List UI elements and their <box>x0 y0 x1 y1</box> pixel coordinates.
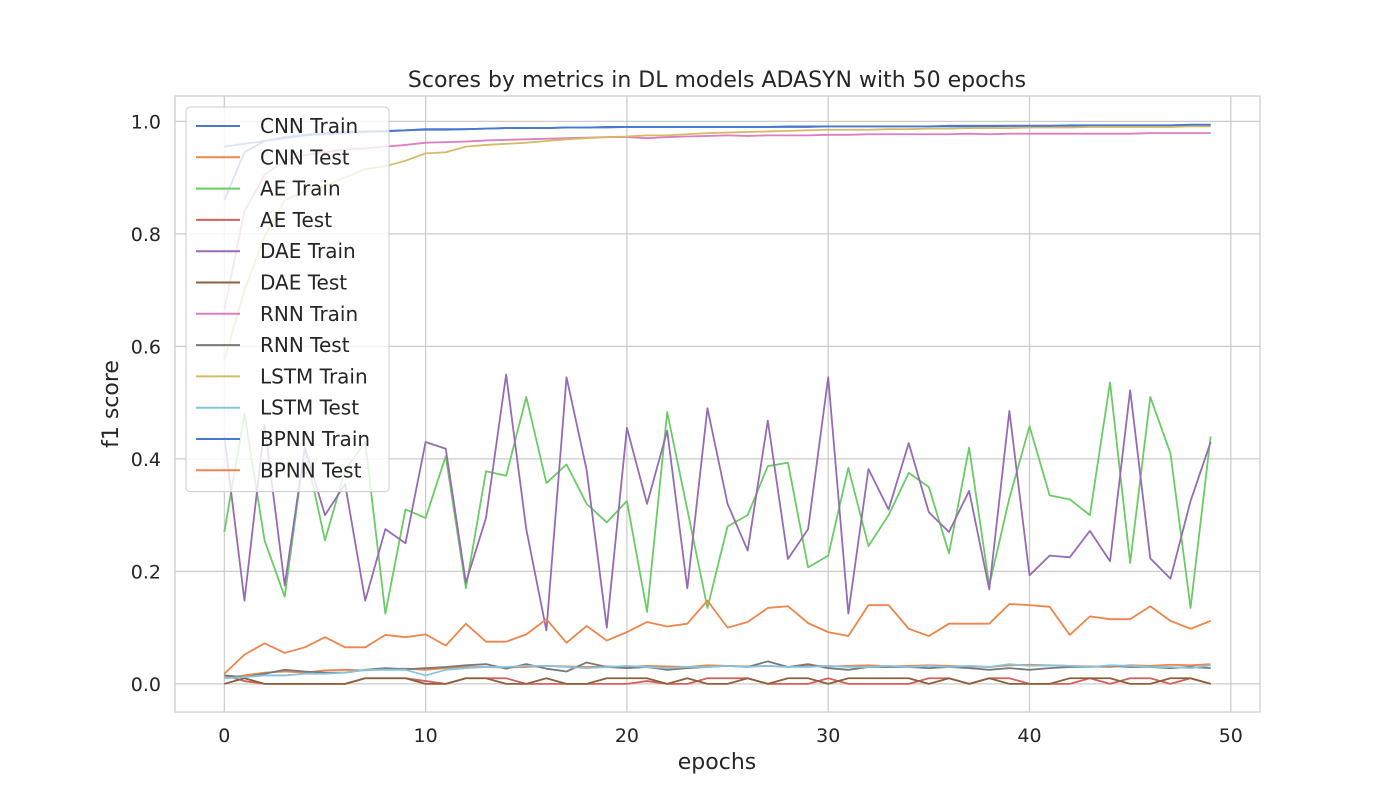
x-tick-label: 10 <box>414 725 438 747</box>
y-tick-label: 0.8 <box>131 224 161 246</box>
legend-label-rnn-test: RNN Test <box>260 333 350 357</box>
legend-label-bpnn-train: BPNN Train <box>260 427 370 451</box>
x-tick-label: 50 <box>1219 725 1243 747</box>
series-line-bpnn-test <box>223 599 1212 675</box>
x-axis-label: epochs <box>678 750 756 775</box>
x-tick-label: 40 <box>1017 725 1041 747</box>
legend-label-lstm-train: LSTM Train <box>260 364 368 388</box>
chart-title: Scores by metrics in DL models ADASYN wi… <box>408 68 1026 93</box>
legend-label-lstm-test: LSTM Test <box>260 396 359 420</box>
legend-box <box>185 106 390 493</box>
legend-label-dae-train: DAE Train <box>260 239 356 263</box>
legend-label-cnn-test: CNN Test <box>260 145 350 169</box>
legend: CNN Train CNN Test AE Train AE Test DAE Trai… <box>185 106 390 493</box>
x-tick-label: 20 <box>615 725 639 747</box>
y-axis-label: f1 score <box>99 360 124 448</box>
y-tick-label: 1.0 <box>131 111 161 133</box>
series-line-dae-test <box>224 677 1211 685</box>
y-tick-label: 0.2 <box>131 561 161 583</box>
legend-label-ae-test: AE Test <box>260 208 332 232</box>
series-line-dae-train <box>223 373 1212 632</box>
x-tick-label: 0 <box>218 725 230 747</box>
legend-label-rnn-train: RNN Train <box>260 302 358 326</box>
x-tick-label: 30 <box>816 725 840 747</box>
series-line-ae-train <box>223 381 1212 615</box>
legend-label-ae-train: AE Train <box>260 177 341 201</box>
y-tick-label: 0.4 <box>131 449 161 471</box>
legend-label-bpnn-test: BPNN Test <box>260 458 362 482</box>
tick-labels: 0 10 20 30 40 50 0.0 0.2 0.4 0.6 0.8 1.0 <box>131 111 1243 747</box>
legend-label-cnn-train: CNN Train <box>260 114 358 138</box>
y-tick-label: 0.6 <box>131 336 161 358</box>
y-tick-label: 0.0 <box>131 674 161 696</box>
legend-label-dae-test: DAE Test <box>260 271 347 295</box>
series-line-lstm-test <box>224 663 1211 680</box>
plot-frame <box>174 95 1261 713</box>
series-layer <box>223 123 1212 685</box>
